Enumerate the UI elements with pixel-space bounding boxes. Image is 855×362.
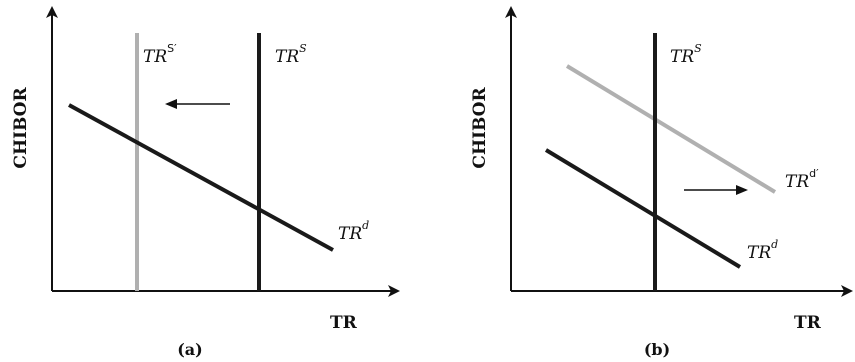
panel-b: TRS TRd′ TRd CHIBOR TR (b)	[470, 6, 853, 359]
panel-a-y-axis-label: CHIBOR	[11, 87, 31, 169]
panel-b-demand-new-line	[565, 64, 777, 194]
panel-b-demand-new-label: TRd′	[785, 167, 819, 192]
panel-a-demand-label: TRd	[338, 219, 369, 244]
panel-a: TRS′ TRS TRd CHIBOR TR (a)	[11, 6, 400, 359]
panel-a-caption: (a)	[177, 340, 203, 359]
panel-a-supply-label: TRS	[275, 42, 307, 67]
panel-b-demand-label: TRd	[747, 238, 778, 263]
panel-b-supply-label: TRS	[670, 42, 702, 67]
panel-a-demand-line	[68, 103, 334, 252]
panel-b-y-axis-label: CHIBOR	[470, 87, 490, 169]
panel-b-caption: (b)	[644, 340, 670, 359]
panel-a-x-axis-label: TR	[330, 313, 358, 333]
panel-a-supply-new-label: TRS′	[143, 42, 177, 67]
panel-b-demand-line	[544, 148, 742, 269]
panel-b-x-axis-label: TR	[794, 313, 822, 333]
